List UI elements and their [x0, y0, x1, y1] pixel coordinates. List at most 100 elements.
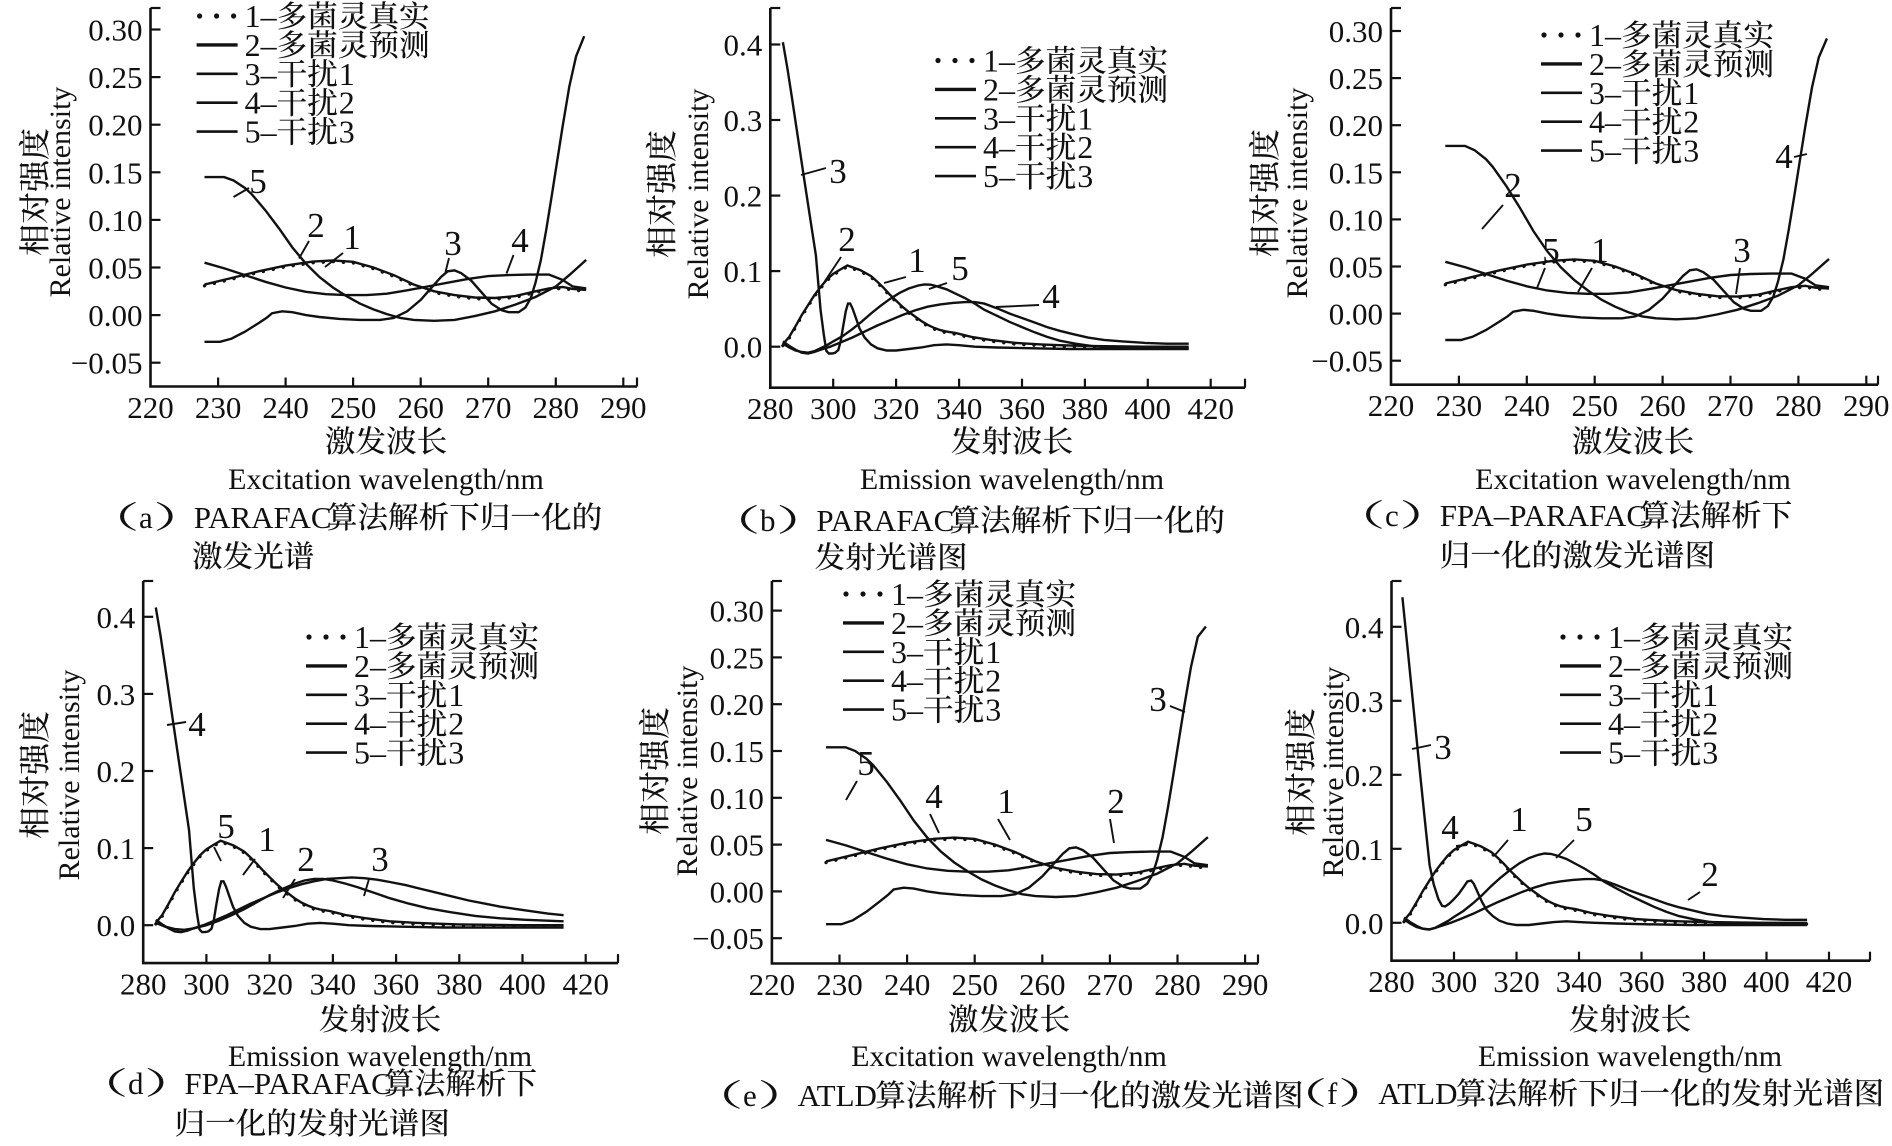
- svg-text:4: 4: [1775, 137, 1793, 176]
- svg-text:1: 1: [1077, 100, 1093, 136]
- svg-text:Emission wavelength/nm: Emission wavelength/nm: [1478, 1040, 1782, 1073]
- svg-text:Excitation wavelength/nm: Excitation wavelength/nm: [1475, 463, 1791, 496]
- svg-text:5–: 5–: [891, 692, 924, 728]
- svg-text:360: 360: [373, 967, 420, 1002]
- svg-text:PARAFAC: PARAFAC: [194, 500, 332, 535]
- svg-text:0.3: 0.3: [724, 103, 763, 138]
- svg-text:280: 280: [533, 390, 580, 425]
- svg-text:0.15: 0.15: [1329, 155, 1383, 190]
- svg-text:4: 4: [188, 705, 206, 744]
- svg-text:0.00: 0.00: [710, 874, 764, 909]
- svg-text:1: 1: [448, 677, 464, 713]
- svg-text:FPA–PARAFAC: FPA–PARAFAC: [184, 1066, 391, 1101]
- svg-text:420: 420: [562, 967, 609, 1002]
- svg-text:4–: 4–: [983, 129, 1016, 165]
- svg-text:2: 2: [448, 706, 464, 742]
- svg-text:0.00: 0.00: [88, 298, 142, 333]
- svg-text:220: 220: [127, 390, 174, 425]
- svg-text:b: b: [760, 503, 776, 538]
- svg-text:290: 290: [600, 390, 647, 425]
- svg-text:3–: 3–: [245, 56, 278, 92]
- svg-text:d: d: [128, 1066, 144, 1101]
- svg-text:260: 260: [397, 390, 444, 425]
- svg-text:300: 300: [810, 391, 857, 426]
- svg-text:280: 280: [1154, 967, 1201, 1002]
- svg-text:0.0: 0.0: [96, 908, 135, 943]
- svg-text:340: 340: [310, 967, 357, 1002]
- svg-text:5: 5: [1542, 231, 1560, 270]
- svg-text:0.1: 0.1: [1345, 832, 1384, 867]
- svg-text:Relative intensity: Relative intensity: [53, 670, 86, 881]
- svg-text:2: 2: [838, 220, 856, 259]
- svg-text:1: 1: [258, 820, 276, 859]
- svg-text:0.3: 0.3: [1345, 684, 1384, 719]
- svg-text:4–: 4–: [891, 663, 924, 699]
- svg-text:1–: 1–: [354, 619, 387, 655]
- svg-text:5–: 5–: [1589, 133, 1622, 169]
- svg-text:400: 400: [1125, 391, 1172, 426]
- svg-text:f: f: [1327, 1076, 1338, 1111]
- svg-text:280: 280: [1775, 388, 1822, 423]
- svg-text:PARAFAC: PARAFAC: [816, 503, 954, 538]
- svg-text:2: 2: [339, 85, 355, 121]
- svg-text:2: 2: [1701, 855, 1719, 894]
- svg-text:3: 3: [339, 114, 355, 150]
- svg-text:290: 290: [1843, 388, 1890, 423]
- svg-text:e: e: [743, 1078, 757, 1113]
- svg-text:220: 220: [1368, 388, 1415, 423]
- svg-text:0.2: 0.2: [724, 179, 763, 214]
- svg-text:5: 5: [217, 807, 235, 846]
- svg-text:220: 220: [749, 967, 796, 1002]
- svg-text:ATLD: ATLD: [798, 1078, 877, 1113]
- svg-text:4: 4: [925, 777, 943, 816]
- svg-text:420: 420: [1187, 391, 1234, 426]
- svg-text:0.25: 0.25: [88, 60, 142, 95]
- svg-text:240: 240: [884, 967, 931, 1002]
- svg-text:2: 2: [1702, 706, 1718, 742]
- svg-text:1–: 1–: [891, 576, 924, 612]
- svg-text:0.10: 0.10: [88, 203, 142, 238]
- svg-text:5–: 5–: [245, 114, 278, 150]
- svg-text:280: 280: [120, 967, 167, 1002]
- svg-text:400: 400: [1743, 964, 1790, 999]
- svg-text:0.4: 0.4: [1345, 610, 1384, 645]
- svg-text:1: 1: [908, 241, 926, 280]
- svg-text:0.1: 0.1: [96, 831, 135, 866]
- svg-text:260: 260: [1639, 388, 1686, 423]
- svg-text:250: 250: [330, 390, 377, 425]
- svg-text:3: 3: [829, 152, 847, 191]
- svg-text:0.0: 0.0: [1345, 906, 1384, 941]
- svg-text:c: c: [1385, 498, 1399, 533]
- svg-text:0.4: 0.4: [724, 28, 763, 63]
- svg-text:2–: 2–: [891, 605, 924, 641]
- svg-text:4: 4: [511, 221, 529, 260]
- svg-text:0.25: 0.25: [710, 640, 764, 675]
- svg-text:320: 320: [1493, 964, 1540, 999]
- svg-text:Relative intensity: Relative intensity: [682, 89, 715, 300]
- svg-text:5–: 5–: [983, 158, 1016, 194]
- svg-text:0.00: 0.00: [1329, 297, 1383, 332]
- svg-text:2: 2: [1077, 129, 1093, 165]
- svg-text:320: 320: [873, 391, 920, 426]
- svg-text:4: 4: [1441, 808, 1459, 847]
- svg-text:Relative intensity: Relative intensity: [671, 666, 704, 877]
- svg-text:4–: 4–: [1589, 104, 1622, 140]
- svg-text:3: 3: [371, 840, 389, 879]
- svg-text:4: 4: [1042, 277, 1060, 316]
- svg-text:0.15: 0.15: [710, 734, 764, 769]
- svg-text:0.05: 0.05: [88, 251, 142, 286]
- svg-text:3: 3: [448, 735, 464, 771]
- svg-text:280: 280: [1368, 964, 1415, 999]
- svg-text:1–: 1–: [983, 43, 1016, 79]
- svg-text:250: 250: [1571, 388, 1618, 423]
- svg-text:ATLD: ATLD: [1378, 1076, 1457, 1111]
- svg-text:−0.05: −0.05: [1311, 344, 1383, 379]
- svg-text:−0.05: −0.05: [71, 346, 143, 381]
- svg-text:3: 3: [985, 692, 1001, 728]
- svg-text:2–: 2–: [245, 27, 278, 63]
- svg-text:3–: 3–: [983, 100, 1016, 136]
- svg-text:1: 1: [1702, 677, 1718, 713]
- svg-text:0.3: 0.3: [96, 677, 135, 712]
- svg-text:3: 3: [444, 224, 462, 263]
- svg-text:240: 240: [1504, 388, 1551, 423]
